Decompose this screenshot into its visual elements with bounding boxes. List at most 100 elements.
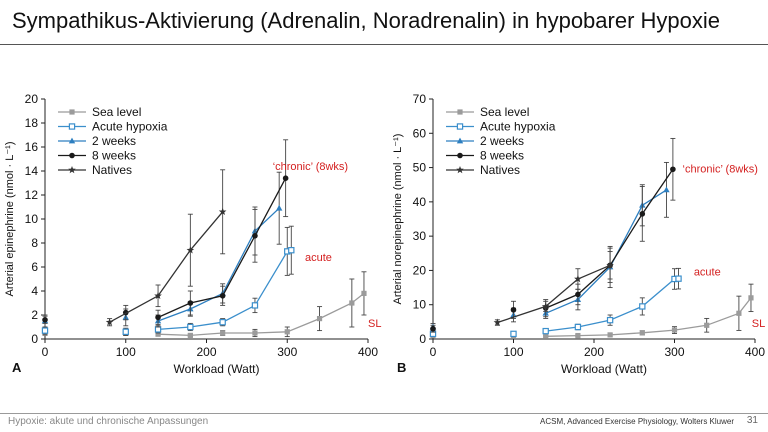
data-point [606, 316, 614, 324]
data-point [105, 318, 114, 326]
x-tick-label: 300 [277, 345, 297, 359]
x-tick-label: 400 [358, 345, 378, 359]
data-point [663, 186, 670, 193]
y-axis-label: Arterial norepinephrine (nmol · L⁻¹) [392, 134, 404, 305]
x-tick-label: 400 [745, 345, 765, 359]
x-tick-label: 200 [196, 345, 216, 359]
x-tick-label: 0 [430, 345, 437, 359]
data-point [639, 330, 645, 336]
data-point [430, 325, 436, 332]
y-tick-label: 4 [31, 284, 38, 298]
x-tick-label: 0 [42, 345, 49, 359]
legend-marker [457, 152, 463, 159]
legend-label: Sea level [480, 105, 529, 119]
series-2-weeks [429, 161, 670, 331]
data-point [154, 291, 162, 300]
data-point [639, 303, 646, 310]
y-tick-label: 70 [413, 92, 427, 106]
y-tick-label: 12 [25, 188, 39, 202]
data-point [736, 310, 742, 316]
data-point [670, 166, 676, 173]
data-point [510, 307, 517, 313]
legend-label: Natives [92, 163, 132, 177]
data-point [704, 322, 710, 328]
y-tick-label: 6 [31, 260, 38, 274]
data-point [510, 330, 517, 338]
data-point [541, 302, 550, 310]
data-point [575, 332, 581, 339]
y-tick-label: 8 [31, 236, 38, 250]
footer-divider [0, 413, 768, 414]
data-point [493, 318, 502, 326]
data-point [187, 300, 194, 306]
legend-marker [456, 137, 464, 144]
panel-b-norepinephrine-chart: 0 10 20 30 40 50 60 70 0 100 200 300 400 Workload (Wa… [392, 92, 765, 376]
y-axis-label: Arterial epinephrine (nmol · L⁻¹) [4, 142, 16, 297]
series-acute-hypoxia [41, 225, 295, 336]
legend-marker [456, 123, 464, 130]
data-point [275, 204, 283, 211]
data-point [220, 330, 226, 336]
series-line [109, 211, 224, 323]
data-point [639, 211, 646, 217]
series-acute-hypoxia [429, 267, 682, 338]
data-point [284, 329, 290, 335]
series-8-weeks [430, 137, 676, 333]
data-point [42, 317, 48, 323]
legend-marker [456, 166, 464, 174]
data-point [187, 323, 194, 331]
legend-marker [68, 123, 76, 130]
y-tick-label: 10 [413, 298, 427, 312]
data-point [219, 319, 226, 326]
annotation: ‘chronic’ (8wks) [273, 161, 348, 173]
y-tick-label: 14 [25, 164, 39, 178]
y-tick-label: 2 [31, 308, 38, 322]
legend-label: Acute hypoxia [92, 120, 168, 134]
y-tick-label: 0 [419, 332, 426, 346]
data-point [252, 330, 258, 336]
footer-topic: Hypoxie: akute und chronische Anpassunge… [8, 416, 209, 427]
data-point [349, 300, 355, 306]
legend-marker [69, 152, 75, 159]
data-point [543, 333, 549, 339]
legend-marker [68, 166, 76, 174]
data-point [748, 295, 754, 301]
data-point [675, 275, 682, 282]
legend-label: 8 weeks [92, 149, 136, 163]
title-divider [0, 44, 768, 45]
series-2-weeks [41, 171, 283, 328]
x-axis-label: Workload (Watt) [561, 362, 647, 376]
legend-label: 8 weeks [480, 149, 524, 163]
annotation: SL [752, 318, 765, 330]
y-tick-label: 10 [25, 212, 39, 226]
legend-label: 2 weeks [480, 134, 524, 148]
y-tick-label: 60 [413, 126, 427, 140]
legend-label: Natives [480, 163, 520, 177]
x-axis-label: Workload (Watt) [173, 362, 259, 376]
legend-marker [69, 109, 75, 115]
data-point [251, 302, 259, 309]
series-line [497, 264, 611, 324]
legend-label: Sea level [92, 105, 141, 119]
x-tick-label: 100 [503, 345, 523, 359]
data-point [574, 275, 582, 283]
data-point [575, 291, 581, 298]
data-point [122, 328, 129, 336]
footer-source: ACSM, Advanced Exercise Physiology, Wolt… [540, 417, 735, 426]
y-tick-label: 50 [413, 161, 427, 175]
data-point [155, 314, 161, 321]
data-point [671, 327, 678, 333]
panel-label: B [397, 360, 406, 375]
data-point [574, 323, 582, 331]
data-point [361, 290, 367, 296]
data-point [252, 233, 258, 239]
y-tick-label: 0 [31, 332, 38, 346]
data-point [606, 261, 614, 269]
annotation: acute [305, 252, 332, 264]
y-tick-label: 16 [25, 140, 39, 154]
legend-label: Acute hypoxia [480, 120, 556, 134]
data-point [218, 207, 227, 216]
